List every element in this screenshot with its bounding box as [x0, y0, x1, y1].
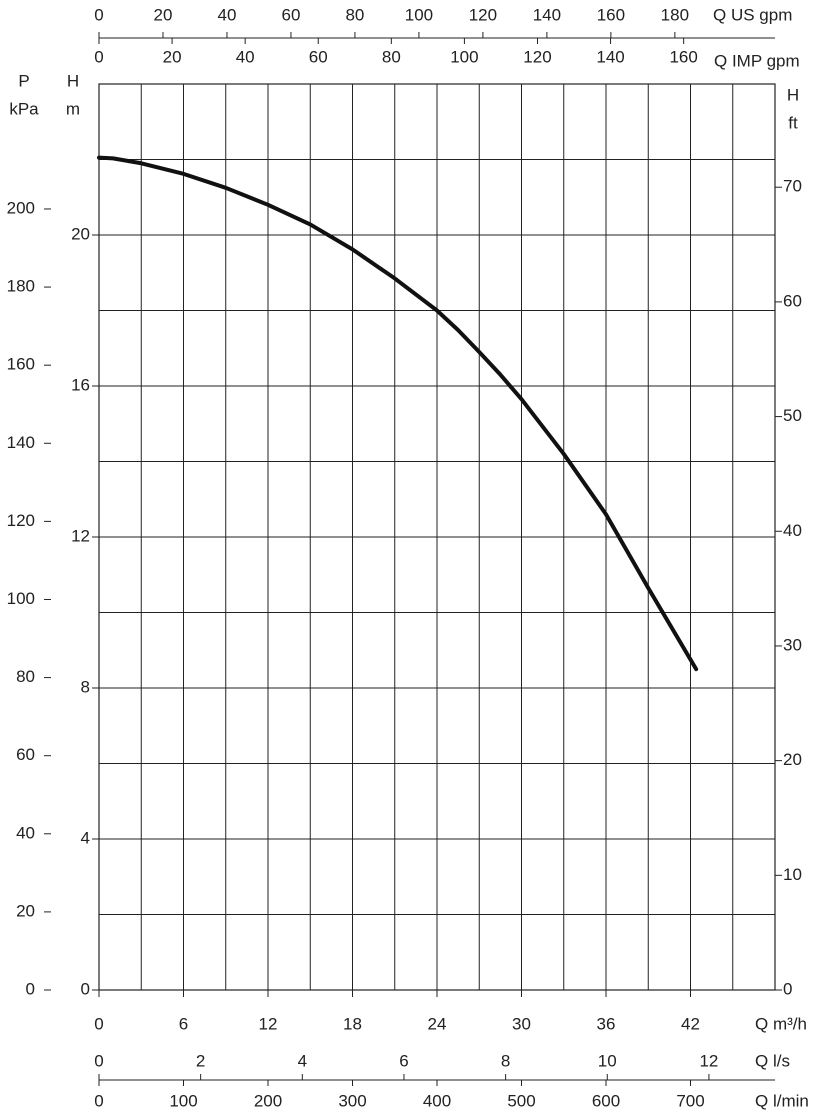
axis-tick-label: 20 — [154, 5, 173, 24]
axis-tick-label: 80 — [382, 47, 401, 66]
axis-tick-label: 40 — [236, 47, 255, 66]
y-tick-label: 20 — [71, 224, 90, 243]
axis-tick-label: 0 — [26, 979, 35, 998]
axis-tick-label: 200 — [254, 1091, 282, 1110]
y-tick-label: 12 — [71, 526, 90, 545]
y-tick-label: 8 — [81, 677, 90, 696]
axis-tick-label: 100 — [7, 589, 35, 608]
axis-tick-label: 60 — [16, 745, 35, 764]
x-tick-label: 12 — [259, 1014, 278, 1033]
axis-title: Q l/min — [755, 1091, 809, 1110]
axis-tick-label: 0 — [94, 1051, 103, 1070]
x-tick-label: 0 — [94, 1014, 103, 1033]
axis-tick-label: 120 — [523, 47, 551, 66]
axis-tick-label: 8 — [501, 1051, 510, 1070]
axis-tick-label: 600 — [592, 1091, 620, 1110]
y-tick-label: 0 — [81, 979, 90, 998]
axis-title: Q l/s — [755, 1051, 790, 1070]
axis-tick-label: 4 — [298, 1051, 307, 1070]
axis-tick-label: 20 — [163, 47, 182, 66]
axis-tick-label: 30 — [783, 635, 802, 654]
axis-tick-label: 40 — [16, 823, 35, 842]
axis-tick-label: 500 — [507, 1091, 535, 1110]
axis-tick-label: 0 — [94, 47, 103, 66]
axis-title: Q US gpm — [713, 5, 792, 24]
axis-tick-label: 140 — [7, 433, 35, 452]
y-tick-label: 16 — [71, 375, 90, 394]
axis-tick-label: 2 — [196, 1051, 205, 1070]
axis-title: Q IMP gpm — [714, 51, 800, 70]
axis-tick-label: 40 — [783, 521, 802, 540]
axis-title: H — [787, 85, 799, 104]
axis-tick-label: 400 — [423, 1091, 451, 1110]
axis-tick-label: 10 — [783, 865, 802, 884]
x-tick-label: 24 — [428, 1014, 447, 1033]
axis-tick-label: 180 — [7, 277, 35, 296]
axis-tick-label: 80 — [345, 5, 364, 24]
axis-tick-label: 300 — [338, 1091, 366, 1110]
x-tick-label: 30 — [512, 1014, 531, 1033]
x-tick-label: 18 — [343, 1014, 362, 1033]
y-axis-title: H — [67, 71, 79, 90]
axis-tick-label: 10 — [598, 1051, 617, 1070]
axis-tick-label: 70 — [783, 177, 802, 196]
axis-tick-label: 40 — [218, 5, 237, 24]
axis-tick-label: 0 — [783, 979, 792, 998]
axis-tick-label: 180 — [661, 5, 689, 24]
axis-tick-label: 50 — [783, 406, 802, 425]
axis-tick-label: 160 — [669, 47, 697, 66]
y-axis-title: m — [66, 99, 80, 118]
axis-tick-label: 100 — [450, 47, 478, 66]
axis-title: kPa — [9, 99, 39, 118]
y-tick-label: 4 — [81, 828, 90, 847]
axis-tick-label: 700 — [676, 1091, 704, 1110]
axis-tick-label: 60 — [783, 291, 802, 310]
axis-tick-label: 60 — [281, 5, 300, 24]
axis-tick-label: 12 — [699, 1051, 718, 1070]
x-tick-label: 6 — [179, 1014, 188, 1033]
axis-tick-label: 0 — [94, 5, 103, 24]
axis-tick-label: 0 — [94, 1091, 103, 1110]
axis-tick-label: 140 — [596, 47, 624, 66]
axis-tick-label: 140 — [533, 5, 561, 24]
axis-tick-label: 160 — [597, 5, 625, 24]
axis-title: P — [18, 71, 29, 90]
axis-tick-label: 200 — [7, 198, 35, 217]
axis-tick-label: 100 — [405, 5, 433, 24]
axis-tick-label: 20 — [783, 750, 802, 769]
axis-tick-label: 120 — [469, 5, 497, 24]
axis-tick-label: 100 — [169, 1091, 197, 1110]
axis-tick-label: 120 — [7, 511, 35, 530]
x-tick-label: 36 — [597, 1014, 616, 1033]
x-axis-title: Q m³/h — [755, 1014, 807, 1033]
pump-curve — [97, 155, 699, 672]
axis-tick-label: 20 — [16, 901, 35, 920]
axis-tick-label: 160 — [7, 355, 35, 374]
axis-tick-label: 80 — [16, 667, 35, 686]
axis-title: ft — [788, 113, 798, 132]
axis-tick-label: 60 — [309, 47, 328, 66]
axis-tick-label: 6 — [399, 1051, 408, 1070]
x-tick-label: 42 — [681, 1014, 700, 1033]
